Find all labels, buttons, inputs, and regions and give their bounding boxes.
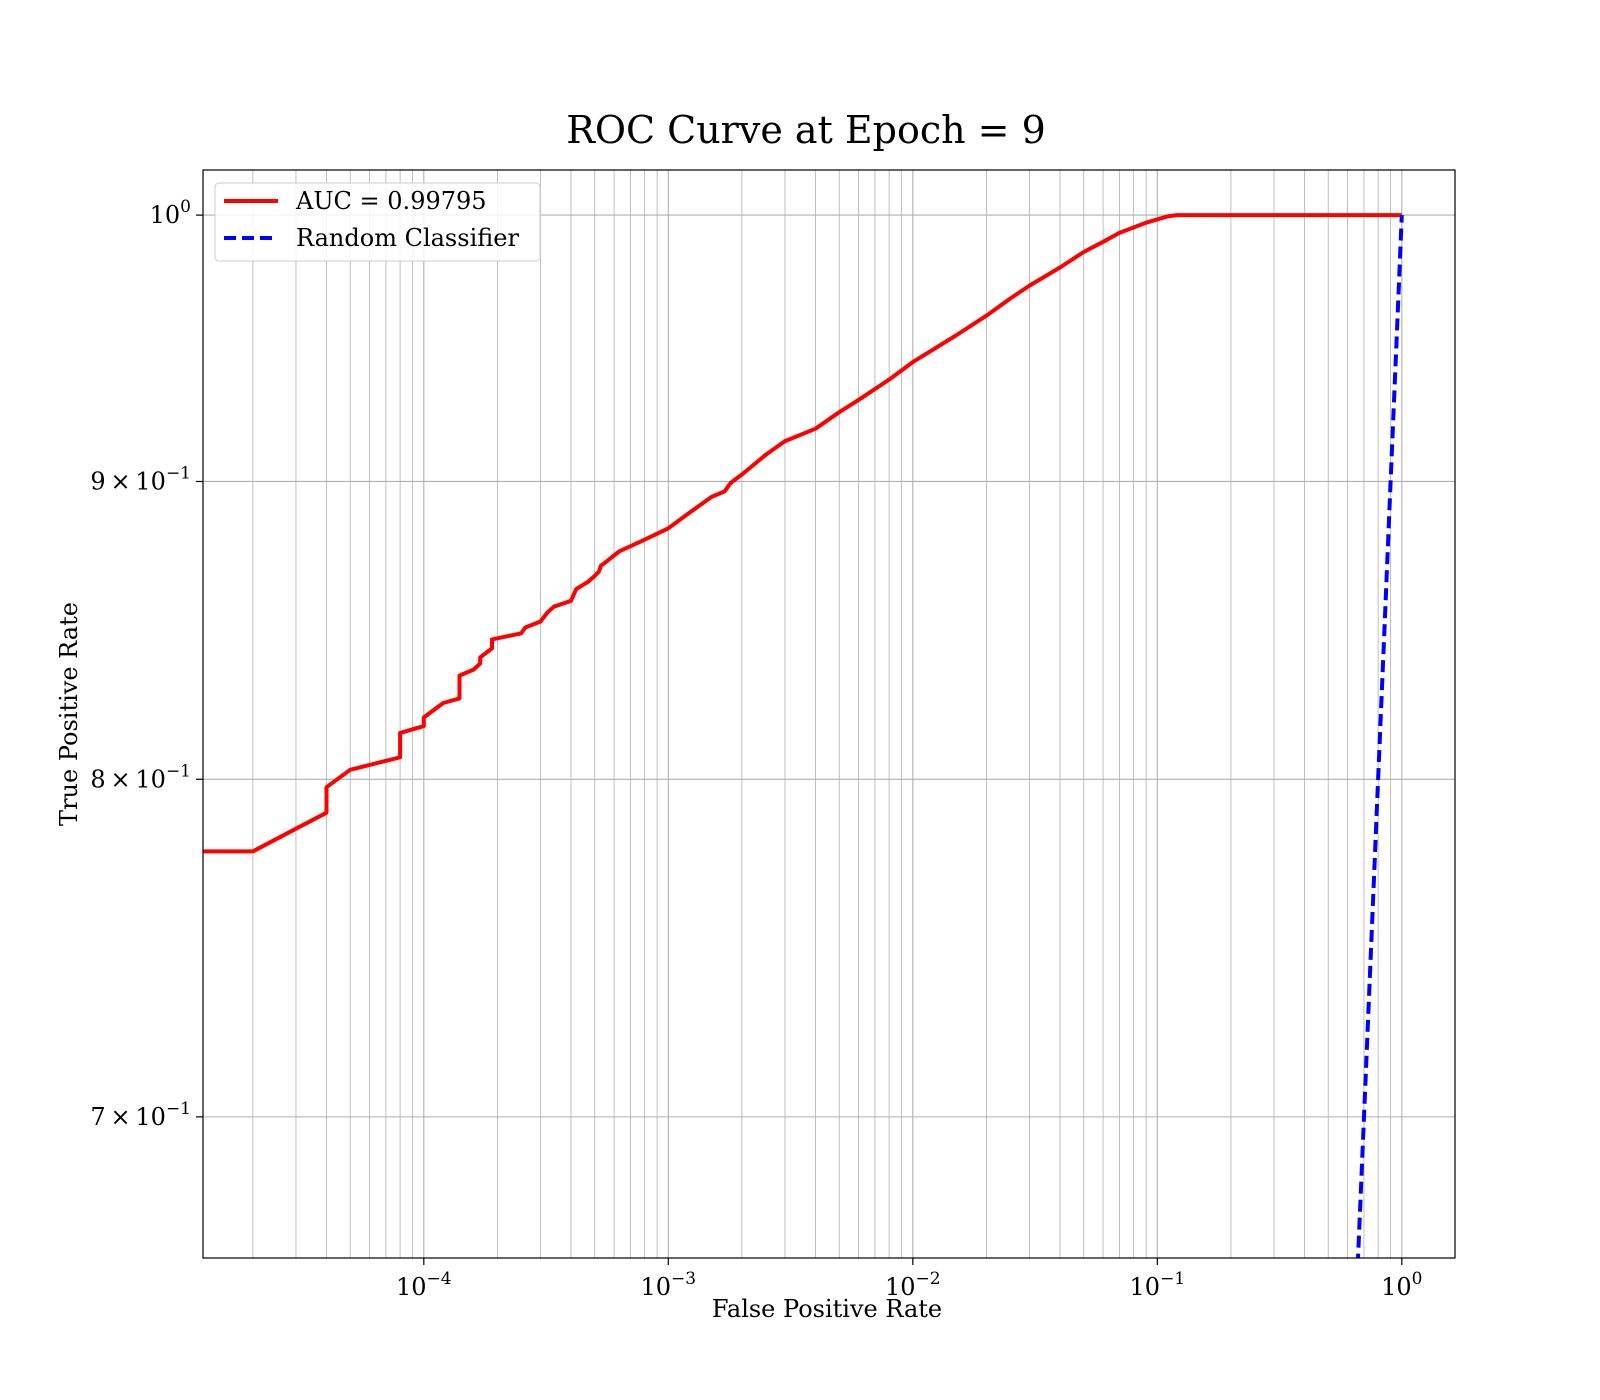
x-axis-label: False Positive Rate bbox=[712, 1295, 942, 1323]
y-tick-label: 100 bbox=[150, 197, 191, 229]
y-tick-label: 9 × 10−1 bbox=[90, 463, 191, 495]
chart-title: ROC Curve at Epoch = 9 bbox=[566, 108, 1046, 152]
grid bbox=[203, 170, 1455, 1258]
x-tick-label: 10−4 bbox=[396, 1269, 452, 1301]
y-axis-ticks: 7 × 10−1 8 × 10−1 9 × 10−1 100 bbox=[90, 197, 203, 1131]
x-tick-label: 100 bbox=[1381, 1269, 1422, 1301]
legend-box bbox=[214, 182, 541, 262]
y-axis-label: True Positive Rate bbox=[55, 602, 83, 826]
x-axis-ticks: 10−4 10−3 10−2 10−1 100 bbox=[396, 1258, 1423, 1301]
plot-frame bbox=[202, 169, 1456, 1259]
legend-label-random: Random Classifier bbox=[296, 224, 519, 252]
legend: AUC = 0.99795 Random Classifier bbox=[214, 182, 541, 262]
legend-label-auc: AUC = 0.99795 bbox=[295, 187, 487, 215]
series-group bbox=[203, 213, 1404, 1258]
random-classifier-line bbox=[1356, 215, 1404, 1258]
y-tick-label: 7 × 10−1 bbox=[90, 1099, 191, 1131]
x-tick-label: 10−3 bbox=[641, 1269, 697, 1301]
y-tick-label: 8 × 10−1 bbox=[90, 761, 191, 793]
roc-curve-line bbox=[203, 213, 1402, 854]
x-tick-label: 10−2 bbox=[885, 1269, 941, 1301]
x-tick-label: 10−1 bbox=[1130, 1269, 1186, 1301]
